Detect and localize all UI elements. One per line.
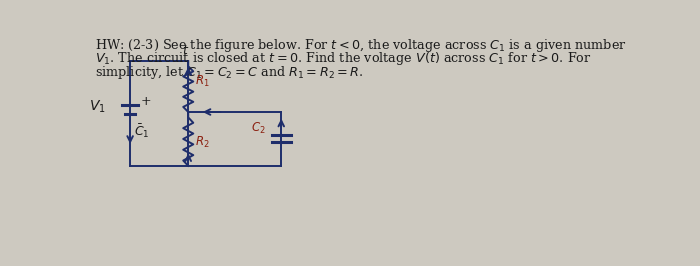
Text: simplicity, let $C_1 = C_2 = C$ and $R_1 = R_2 = R$.: simplicity, let $C_1 = C_2 = C$ and $R_1… bbox=[95, 64, 364, 81]
Text: HW: (2-3) See the figure below. For $t < 0$, the voltage across $C_1$ is a given: HW: (2-3) See the figure below. For $t <… bbox=[95, 36, 627, 53]
Text: $V_1$. The circuit is closed at $t = 0$. Find the voltage $V(t)$ across $C_1$ fo: $V_1$. The circuit is closed at $t = 0$.… bbox=[95, 50, 592, 67]
Text: +: + bbox=[140, 95, 150, 109]
Text: $t$: $t$ bbox=[181, 44, 189, 57]
Text: $\bar{C}_1$: $\bar{C}_1$ bbox=[134, 122, 150, 140]
Text: $C_2$: $C_2$ bbox=[251, 121, 265, 136]
Text: $R_1$: $R_1$ bbox=[195, 74, 210, 89]
Text: $R_2$: $R_2$ bbox=[195, 135, 210, 149]
Text: $V_1$: $V_1$ bbox=[89, 98, 106, 115]
